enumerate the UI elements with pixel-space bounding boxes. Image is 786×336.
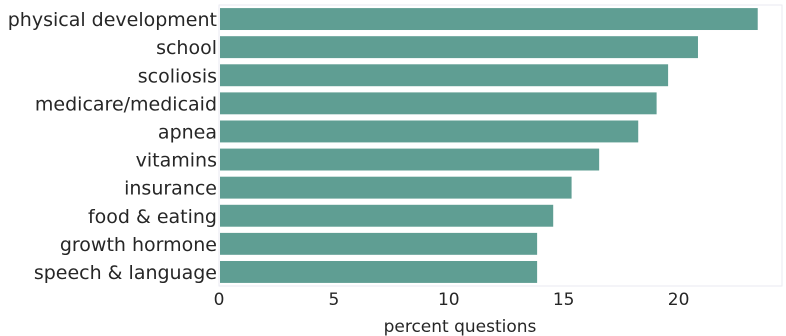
- category-label: scoliosis: [138, 65, 217, 87]
- category-label: medicare/medicaid: [35, 93, 217, 115]
- category-label: speech & language: [34, 262, 217, 284]
- plot-area-frame: [218, 4, 783, 287]
- x-tick-label: 15: [553, 290, 575, 310]
- x-tick-label: 0: [214, 290, 225, 310]
- category-label: physical development: [8, 9, 217, 31]
- category-label: vitamins: [136, 150, 217, 172]
- x-tick-label: 20: [668, 290, 690, 310]
- bar: [220, 148, 600, 171]
- bar: [220, 232, 538, 255]
- bar: [220, 120, 639, 143]
- bar: [220, 8, 758, 31]
- x-tick-labels: 0 5 10 15 20: [214, 290, 690, 310]
- bar: [220, 64, 669, 87]
- x-tick-label: 5: [328, 290, 339, 310]
- category-label: food & eating: [88, 206, 217, 228]
- category-label: growth hormone: [60, 234, 217, 256]
- x-tick-label: 10: [438, 290, 460, 310]
- bar: [220, 176, 572, 199]
- bar: [220, 260, 538, 283]
- bars-group: [220, 8, 758, 283]
- bar: [220, 204, 554, 227]
- x-axis-label: percent questions: [384, 317, 537, 336]
- category-label: insurance: [124, 178, 217, 200]
- category-label: school: [156, 37, 217, 59]
- bar: [220, 36, 698, 59]
- category-labels: physical development school scoliosis medic…: [8, 9, 217, 284]
- bar: [220, 92, 657, 115]
- category-label: apnea: [158, 121, 217, 143]
